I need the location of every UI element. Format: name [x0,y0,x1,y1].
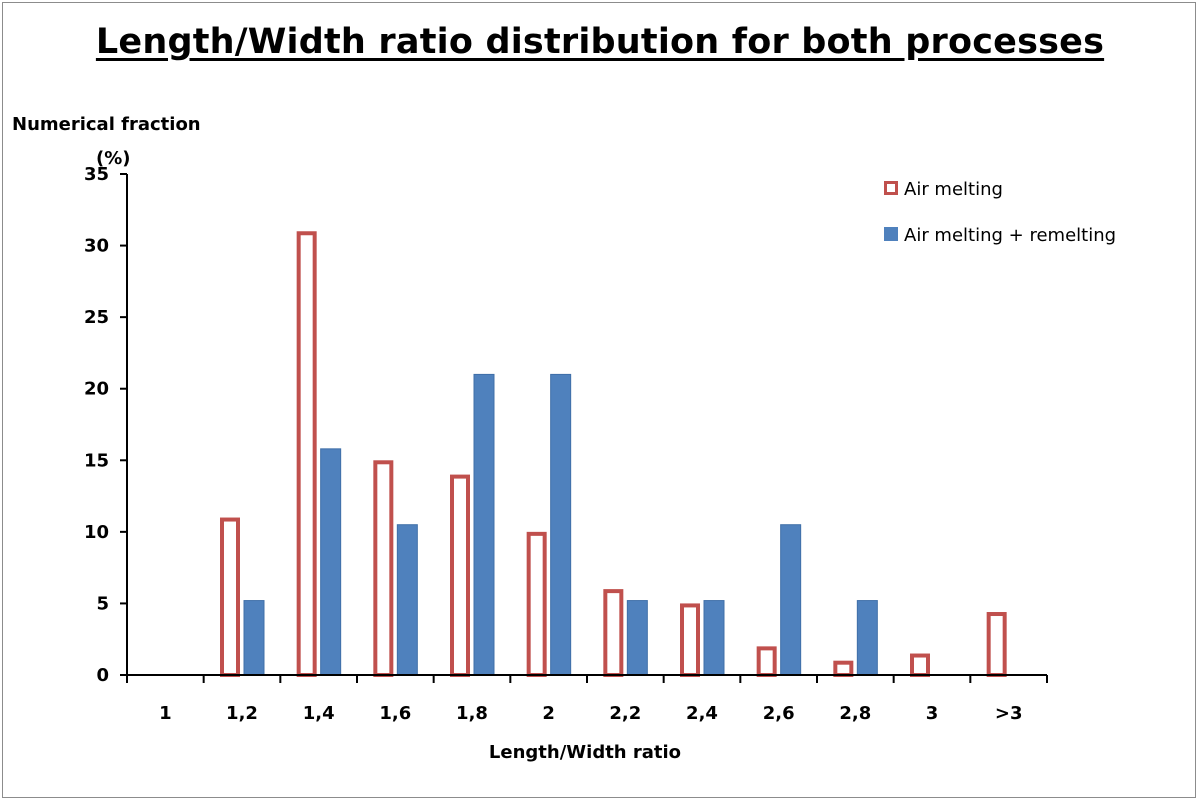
bar-remelting-4 [473,373,495,676]
x-tick-label: 2,4 [686,703,718,724]
legend-label: Air melting + remelting [904,225,1116,246]
bar-air-melting-7 [680,603,700,678]
axes-group: 0 5 10 15 20 25 30 35 1 1,2 1,4 1,6 1,8 2 2,2 2,4 2,6 2,8… [84,164,1048,724]
bar-remelting-8 [780,524,802,676]
bar-air-melting-11 [986,612,1007,678]
y-tick-label: 20 [84,379,109,400]
y-axis-label-line2: (%) [96,148,131,169]
x-tick-label: 1,4 [303,703,335,724]
legend-swatch-air-melting [884,181,898,195]
legend: Air melting Air melting + remelting [884,179,1116,246]
bar-air-melting-5 [526,531,547,677]
x-tick-label: 3 [926,703,939,724]
legend-label: Air melting [904,179,1003,200]
bar-air-melting-8 [756,646,777,677]
bar-remelting-9 [856,600,878,676]
bar-air-melting-9 [833,660,854,678]
x-tick-label: >3 [995,703,1023,724]
legend-swatch-remelting [884,227,898,241]
bar-air-melting-10 [910,653,930,677]
y-tick-label: 30 [84,236,109,257]
y-tick-label: 5 [96,593,109,614]
chart-title: Length/Width ratio distribution for both… [95,22,1105,62]
bar-air-melting-6 [603,589,624,677]
y-tick-label: 10 [84,522,109,543]
y-tick-label: 25 [84,307,109,328]
bar-remelting-2 [320,448,342,676]
bar-air-melting-4 [450,474,470,677]
x-tick-label: 1,8 [456,703,488,724]
x-tick-label: 2,2 [609,703,641,724]
bar-air-melting-1 [220,517,240,677]
x-tick-label: 1 [159,703,172,724]
bar-remelting-1 [243,600,265,676]
x-tick-label: 2 [542,703,555,724]
bar-remelting-6 [626,600,648,676]
bar-remelting-7 [703,600,725,676]
y-axis-label-line1: Numerical fraction [12,114,201,135]
bar-remelting-5 [550,373,572,676]
x-tick-label: 1,6 [379,703,411,724]
y-tick-label: 0 [96,665,109,686]
x-tick-label: 1,2 [226,703,258,724]
x-tick-label: 2,8 [839,703,871,724]
bar-air-melting-2 [296,231,317,677]
y-tick-label: 15 [84,450,109,471]
y-tick-label: 35 [84,164,109,185]
x-axis-title: Length/Width ratio [489,742,681,763]
bar-air-melting-3 [373,460,394,677]
bars-group [220,231,1007,678]
y-axis-label: Numerical fraction (%) [12,108,201,176]
bar-remelting-3 [396,524,418,676]
x-tick-label: 2,6 [763,703,795,724]
